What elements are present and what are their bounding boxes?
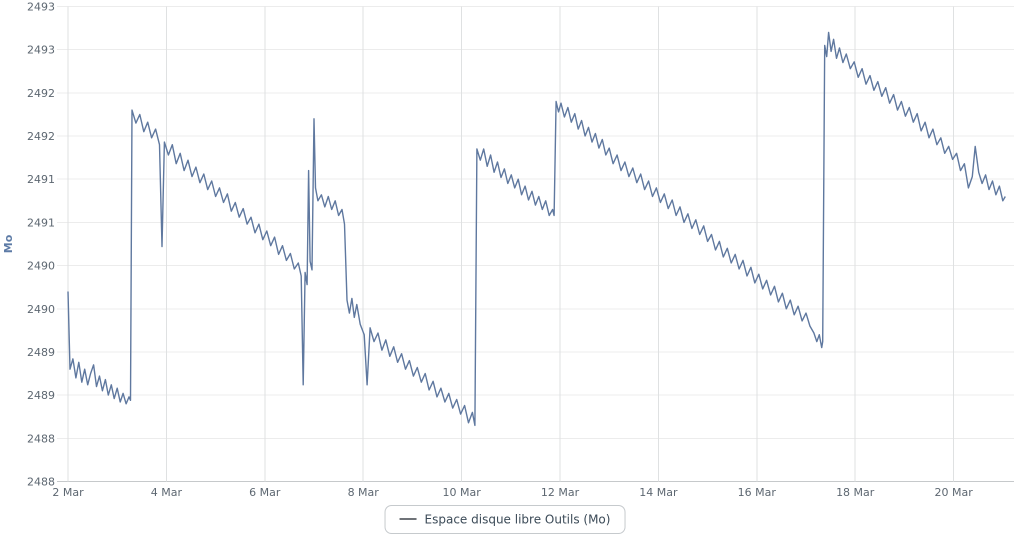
y-tick-label: 2492 xyxy=(27,87,55,100)
y-tick-label: 2491 xyxy=(27,216,55,229)
legend-label: Espace disque libre Outils (Mo) xyxy=(424,512,611,527)
y-tick-label: 2490 xyxy=(27,260,55,273)
y-tick-label: 2491 xyxy=(27,173,55,186)
legend[interactable]: Espace disque libre Outils (Mo) xyxy=(384,505,626,534)
y-axis-title: Mo xyxy=(2,234,15,253)
x-tick-label: 20 Mar xyxy=(934,486,973,499)
x-tick-label: 10 Mar xyxy=(442,486,481,499)
series-line xyxy=(67,31,1006,427)
x-tick-label: 12 Mar xyxy=(541,486,580,499)
y-tick-label: 2488 xyxy=(27,432,55,445)
y-tick-label: 2493 xyxy=(27,1,55,14)
y-tick-label: 2488 xyxy=(27,476,55,489)
x-tick-label: 14 Mar xyxy=(639,486,678,499)
x-tick-label: 6 Mar xyxy=(249,486,281,499)
y-tick-label: 2492 xyxy=(27,130,55,143)
x-tick-label: 8 Mar xyxy=(348,486,380,499)
y-tick-label: 2489 xyxy=(27,346,55,359)
x-tick-label: 4 Mar xyxy=(151,486,183,499)
x-tick-label: 16 Mar xyxy=(738,486,777,499)
x-tick-label: 2 Mar xyxy=(52,486,84,499)
legend-line-swatch xyxy=(399,517,417,520)
y-tick-label: 2490 xyxy=(27,303,55,316)
x-tick-label: 18 Mar xyxy=(836,486,875,499)
y-tick-label: 2493 xyxy=(27,44,55,57)
y-tick-label: 2489 xyxy=(27,389,55,402)
